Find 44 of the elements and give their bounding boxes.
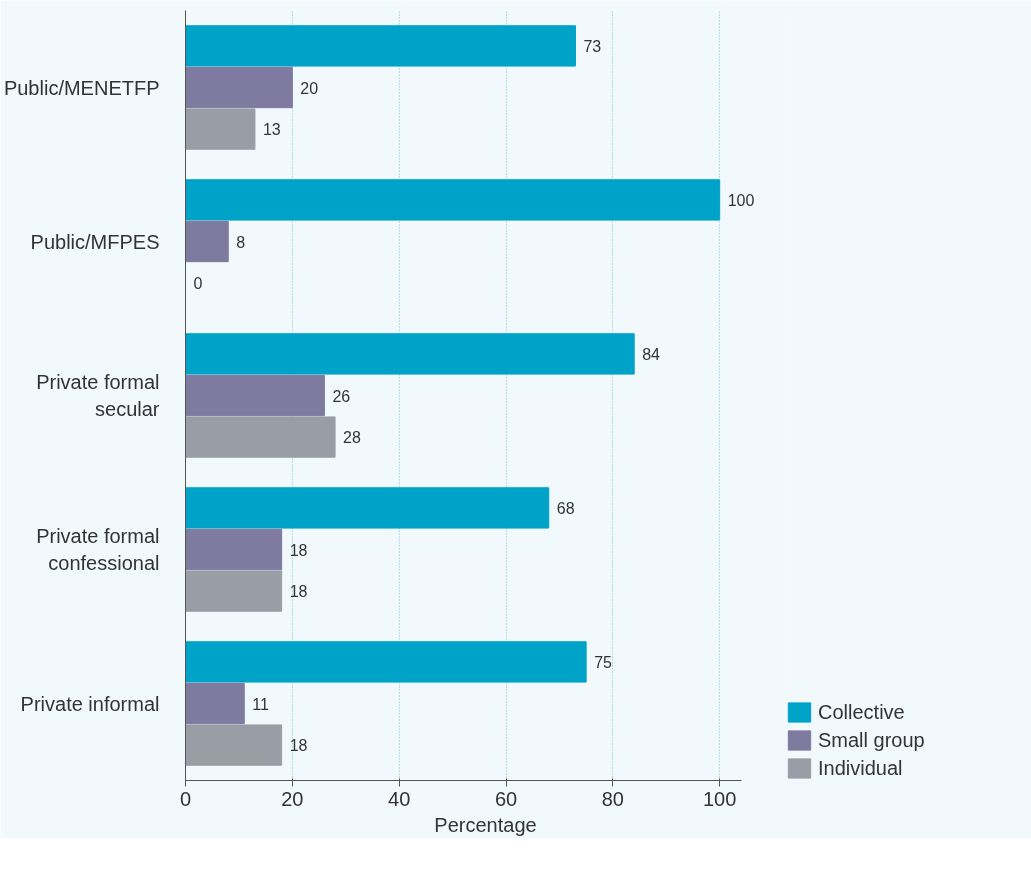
bar (185, 570, 283, 612)
bar (185, 528, 283, 571)
data-label: 0 (193, 275, 203, 293)
bar (185, 724, 283, 766)
y-tick-label: Private informal (20, 692, 160, 715)
x-tick-label: 60 (494, 787, 518, 810)
bar (185, 108, 256, 150)
bar (185, 220, 229, 263)
data-label: 11 (252, 695, 269, 713)
bar (185, 25, 576, 67)
x-axis-title: Percentage (434, 813, 537, 836)
bar (185, 333, 635, 375)
data-label: 73 (583, 37, 602, 55)
bar (185, 682, 245, 725)
bar (185, 66, 293, 109)
data-label: 13 (262, 121, 281, 139)
legend-label: Collective (818, 700, 905, 724)
legend-label: Individual (818, 756, 903, 780)
x-tick-label: 40 (388, 787, 411, 810)
legend-label: Small group (818, 728, 925, 752)
bar (185, 641, 587, 683)
y-tick-label: Public/MENETFP (3, 76, 160, 99)
data-label: 20 (300, 79, 319, 97)
data-label: 28 (343, 429, 361, 447)
y-tick-label: Private formal secular (36, 371, 160, 420)
bar (185, 374, 325, 417)
y-tick-label: Public/MFPES (30, 230, 160, 253)
data-label: 75 (594, 653, 613, 671)
data-label: 68 (556, 499, 575, 517)
x-tick-label: 0 (179, 787, 192, 810)
bar (185, 416, 336, 458)
bar (185, 179, 721, 221)
x-tick-label: 100 (703, 787, 737, 810)
data-label: 100 (727, 191, 755, 209)
x-tick-label: 20 (281, 787, 304, 810)
data-label: 8 (236, 233, 246, 251)
data-label: 18 (289, 583, 308, 601)
y-tick-label: Private formal confessional (36, 525, 160, 574)
data-label: 84 (642, 345, 661, 363)
data-label: 18 (289, 541, 308, 559)
bar (185, 487, 550, 529)
data-label: 18 (289, 737, 308, 755)
data-label: 26 (332, 387, 351, 405)
x-tick-label: 80 (601, 787, 624, 810)
